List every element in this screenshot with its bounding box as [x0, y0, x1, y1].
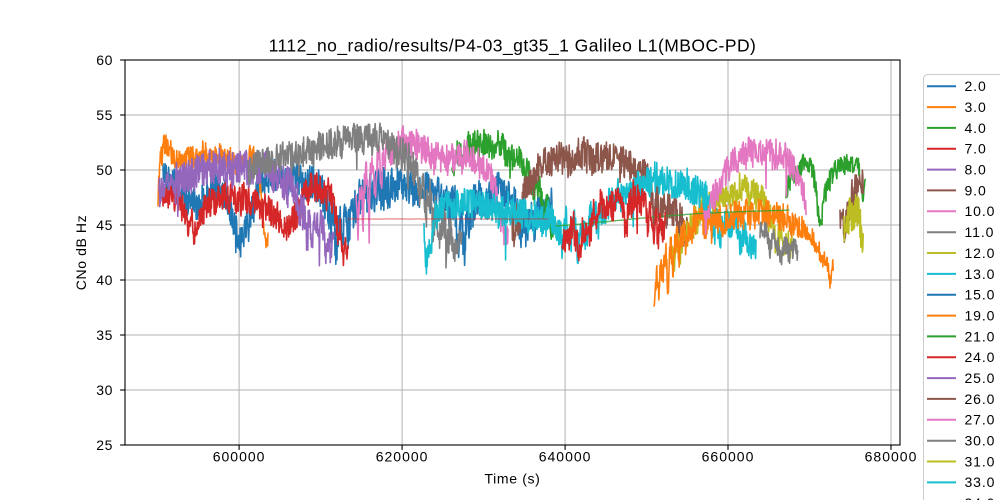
svg-text:600000: 600000 — [213, 449, 266, 465]
svg-text:10.0: 10.0 — [965, 203, 996, 219]
svg-text:9.0: 9.0 — [965, 182, 987, 198]
svg-text:27.0: 27.0 — [965, 412, 996, 428]
svg-text:31.0: 31.0 — [965, 453, 996, 469]
svg-text:55: 55 — [96, 107, 113, 123]
svg-text:60: 60 — [96, 52, 113, 68]
svg-text:19.0: 19.0 — [965, 307, 996, 323]
svg-text:40: 40 — [96, 272, 113, 288]
svg-text:50: 50 — [96, 162, 113, 178]
svg-text:620000: 620000 — [376, 449, 429, 465]
svg-text:30: 30 — [96, 382, 113, 398]
svg-text:CNo dB Hz: CNo dB Hz — [73, 215, 89, 290]
svg-text:660000: 660000 — [702, 449, 755, 465]
svg-text:25.0: 25.0 — [965, 370, 996, 386]
svg-text:640000: 640000 — [539, 449, 592, 465]
svg-text:34.0: 34.0 — [965, 495, 996, 500]
svg-text:25: 25 — [96, 437, 113, 453]
svg-text:7.0: 7.0 — [965, 141, 987, 157]
svg-text:8.0: 8.0 — [965, 162, 987, 178]
svg-text:26.0: 26.0 — [965, 391, 996, 407]
svg-text:3.0: 3.0 — [965, 99, 987, 115]
svg-text:4.0: 4.0 — [965, 120, 987, 136]
svg-text:680000: 680000 — [865, 449, 918, 465]
svg-text:2.0: 2.0 — [965, 78, 987, 94]
svg-text:1112_no_radio/results/P4-03_gt: 1112_no_radio/results/P4-03_gt35_1 Galil… — [269, 36, 757, 57]
svg-text:24.0: 24.0 — [965, 349, 996, 365]
svg-text:30.0: 30.0 — [965, 433, 996, 449]
svg-text:13.0: 13.0 — [965, 266, 996, 282]
svg-text:45: 45 — [96, 217, 113, 233]
svg-text:Time (s): Time (s) — [484, 471, 540, 487]
svg-text:21.0: 21.0 — [965, 328, 996, 344]
svg-text:11.0: 11.0 — [965, 224, 995, 240]
svg-text:12.0: 12.0 — [965, 245, 996, 261]
svg-text:33.0: 33.0 — [965, 474, 996, 490]
svg-text:15.0: 15.0 — [965, 287, 996, 303]
svg-text:35: 35 — [96, 327, 113, 343]
